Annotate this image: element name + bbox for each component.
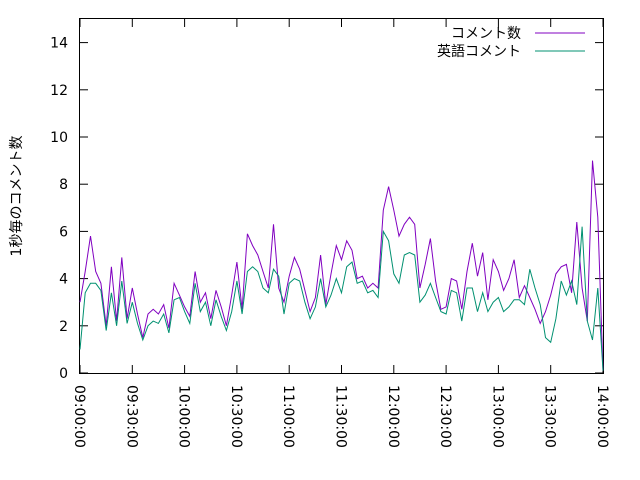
x-tick-label-4: 11:00:00 (280, 385, 296, 448)
y-tick-label-5: 10 (50, 130, 68, 146)
series-layer (79, 160, 604, 371)
y-tick-label-3: 6 (59, 224, 68, 240)
y-axis: 0 2 4 6 8 10 12 14 (50, 36, 603, 382)
y-tick-label-2: 4 (59, 272, 68, 288)
y-tick-label-1: 2 (59, 319, 68, 335)
x-tick-label-9: 13:30:00 (542, 385, 558, 448)
x-tick-label-6: 12:00:00 (385, 385, 401, 448)
y-tick-label-0: 0 (59, 366, 68, 382)
y-axis-label: 1秒毎のコメント数 (9, 136, 25, 257)
series-line-1 (79, 226, 604, 371)
series-line-0 (79, 160, 604, 371)
plot-frame (79, 18, 604, 374)
y-tick-label-7: 14 (50, 36, 68, 52)
x-tick-label-2: 10:00:00 (176, 385, 192, 448)
x-tick-label-5: 11:30:00 (333, 385, 349, 448)
x-axis: 09:00:00 09:30:00 10:00:00 10:30:00 11:00:00… (71, 19, 610, 448)
x-tick-label-10: 14:00:00 (594, 385, 610, 448)
x-tick-label-0: 09:00:00 (71, 385, 87, 448)
legend-label-1: 英語コメント (437, 43, 521, 60)
y-tick-label-4: 8 (59, 177, 68, 193)
x-tick-label-7: 12:30:00 (437, 385, 453, 448)
x-tick-label-3: 10:30:00 (228, 385, 244, 448)
x-tick-label-1: 09:30:00 (123, 385, 139, 448)
legend-label-0: コメント数 (451, 26, 521, 42)
x-tick-label-8: 13:00:00 (489, 385, 505, 448)
y-tick-label-6: 12 (50, 83, 68, 99)
